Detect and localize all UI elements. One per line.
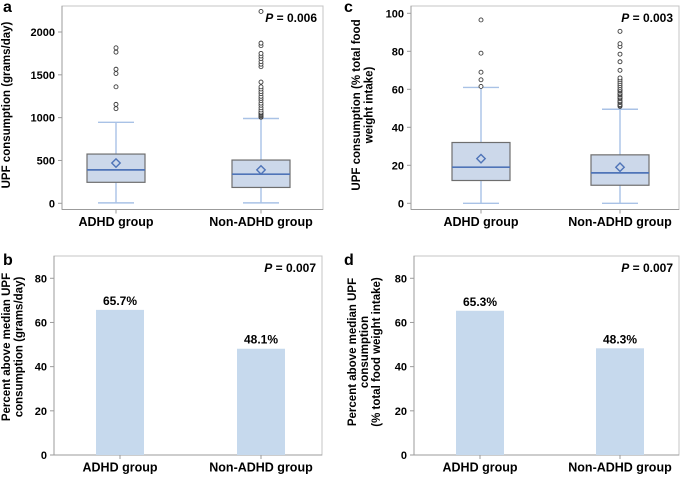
y-tick-label: 40 (395, 362, 407, 374)
y-tick-label: 0 (401, 450, 407, 462)
category-label: Non-ADHD group (568, 461, 672, 475)
panel-c: 0 20 40 60 80 100 ADHD group Non-ADHD group P = … (344, 0, 680, 229)
y-tick-label: 100 (386, 8, 404, 20)
mean-marker (614, 162, 626, 173)
bar-value-label: 65.7% (103, 294, 137, 308)
y-tick-label: 0 (398, 198, 404, 210)
y-tick-label: 20 (35, 406, 47, 418)
category-label: Non-ADHD group (568, 215, 672, 229)
panel-letter: a (3, 0, 12, 16)
category-label: ADHD group (79, 215, 154, 229)
category-label: Non-ADHD group (209, 215, 313, 229)
y-tick-label: 0 (49, 198, 55, 210)
category-label: ADHD group (83, 461, 158, 475)
outlier-point (478, 77, 484, 83)
y-axis-title: weight intake) (364, 66, 376, 144)
y-tick-label: 60 (35, 317, 47, 329)
y-tick-label: 1500 (31, 70, 55, 82)
outlier-point (617, 28, 623, 34)
mean-marker (475, 153, 487, 164)
y-axis-title: consumption (359, 316, 371, 388)
outlier-point (113, 101, 119, 107)
box (451, 141, 511, 182)
y-axis-title: (% total food weight intake) (371, 277, 383, 427)
category-label: ADHD group (443, 461, 518, 475)
panel-letter: d (344, 252, 354, 269)
y-axis-title: consumption (grams/day) (14, 277, 26, 418)
y-axis-title: UPF consumption (grams/day) (1, 21, 13, 188)
panel-b: 0 20 40 60 80 ADHD group Non-ADHD group 65.7% 48… (1, 252, 323, 475)
p-value-label: P = 0.007 (264, 261, 316, 275)
outlier-point (113, 66, 119, 72)
category-label: ADHD group (444, 215, 519, 229)
bar (456, 310, 504, 455)
y-tick-label: 80 (35, 273, 47, 285)
p-value-label: P = 0.006 (265, 11, 317, 25)
y-tick-label: 500 (37, 155, 55, 167)
bar (596, 348, 644, 455)
outlier-point (478, 69, 484, 75)
outlier-point (478, 17, 484, 23)
category-label: Non-ADHD group (209, 461, 313, 475)
box (590, 154, 650, 186)
outlier-point (113, 45, 119, 51)
outlier-point (258, 8, 264, 14)
outlier-point (258, 79, 264, 85)
y-tick-label: 20 (392, 160, 404, 172)
outlier-point (617, 75, 623, 81)
y-tick-label: 2000 (31, 27, 55, 39)
y-axis-title: Percent above median UPF (347, 278, 359, 426)
y-tick-label: 80 (395, 273, 407, 285)
bar (96, 309, 144, 455)
outlier-point (113, 49, 119, 55)
y-tick-label: 40 (35, 362, 47, 374)
y-axis-title: Percent above median UPF (1, 273, 13, 421)
bar-value-label: 48.3% (603, 332, 637, 346)
p-value-label: P = 0.007 (621, 261, 673, 275)
panel-letter: c (344, 0, 353, 16)
outlier-point (478, 50, 484, 56)
y-tick-label: 1000 (31, 113, 55, 125)
outlier-point (258, 40, 264, 46)
outlier-point (113, 84, 119, 90)
panel-letter: b (3, 252, 13, 269)
outlier-point (258, 50, 264, 56)
mean-marker (255, 164, 267, 176)
mean-marker (110, 157, 122, 169)
panel-d: 0 20 40 60 80 ADHD group Non-ADHD group 65.3% 48… (344, 252, 680, 475)
y-tick-label: 80 (392, 46, 404, 58)
outlier-point (617, 59, 623, 65)
bar-value-label: 48.1% (244, 333, 278, 347)
y-tick-label: 0 (41, 450, 47, 462)
y-tick-label: 20 (395, 406, 407, 418)
bar-value-label: 65.3% (463, 295, 497, 309)
y-tick-label: 60 (392, 84, 404, 96)
outlier-point (617, 41, 623, 47)
panel-a: 0 500 1000 1500 2000 ADHD group Non-ADHD group… (1, 0, 324, 229)
outlier-point (113, 106, 119, 112)
outlier-point (478, 83, 484, 89)
bar (237, 348, 285, 455)
y-tick-label: 60 (395, 317, 407, 329)
outlier-point (113, 71, 119, 76)
outlier-point (617, 51, 623, 57)
y-axis-title: UPF consumption (% total food (351, 19, 363, 190)
p-value-label: P = 0.003 (621, 11, 673, 25)
y-tick-label: 40 (392, 122, 404, 134)
outlier-point (617, 67, 623, 73)
outlier-point (258, 84, 264, 90)
